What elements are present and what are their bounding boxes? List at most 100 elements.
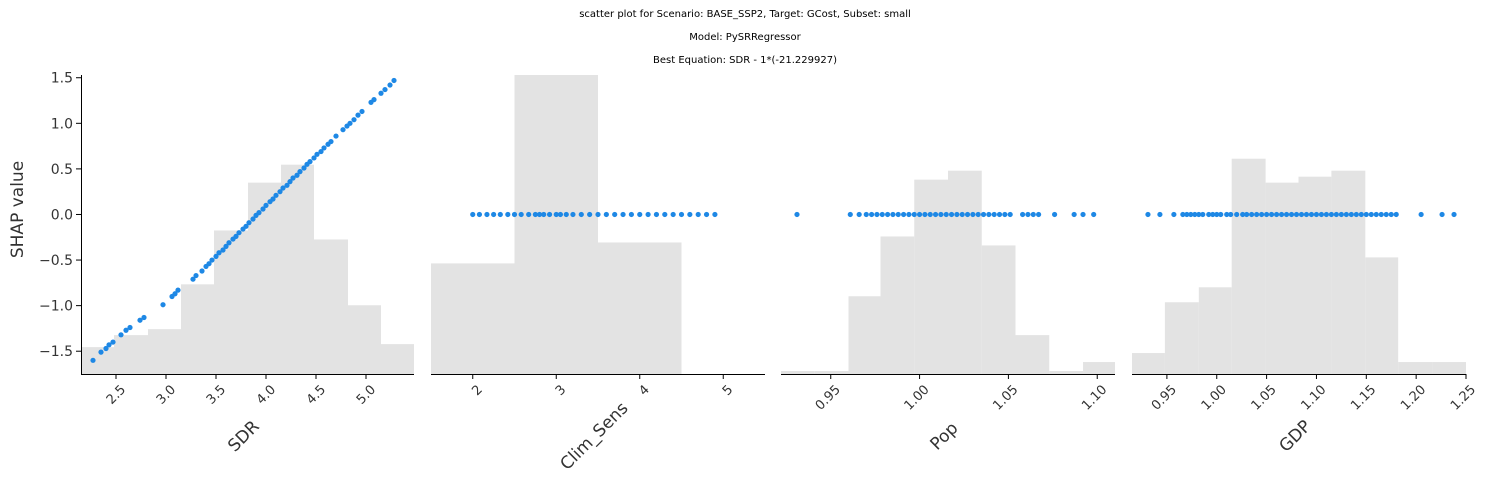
panel-1-scatter-point xyxy=(110,339,116,345)
panel-4-scatter-point xyxy=(1383,211,1389,218)
y-tick-label: −1.0 xyxy=(39,299,73,315)
panel-1-scatter-point xyxy=(387,82,393,88)
panel-3-x-axis-label: Pop xyxy=(926,418,962,454)
panel-4-scatter-point xyxy=(1313,211,1320,218)
panel-3-scatter-point xyxy=(991,211,997,218)
panel-1-scatter-point xyxy=(172,291,178,297)
panel-3-scatter-point xyxy=(975,211,981,218)
panel-4-scatter-point xyxy=(1200,211,1206,218)
panel-1-scatter-point xyxy=(213,253,219,260)
panel-1-scatter-point xyxy=(220,247,226,253)
panel-1-x-tick-label: 3.5 xyxy=(204,382,229,407)
panel-4-x-axis-label: GDP xyxy=(1275,416,1315,456)
panel-4-scatter-point xyxy=(1283,211,1290,218)
panel-3-scatter-point xyxy=(1002,211,1008,218)
panel-4-x-tick-label: 1.25 xyxy=(1448,382,1479,413)
panel-1-scatter-point xyxy=(333,133,339,139)
panel-2-scatter-point xyxy=(536,211,543,218)
panel-4-histogram-bar xyxy=(1298,176,1332,374)
panel-2-scatter-point xyxy=(587,211,593,218)
panel-2-scatter-point xyxy=(470,211,476,218)
panel-4-scatter-point xyxy=(1393,211,1399,218)
panel-4-scatter-point xyxy=(1298,211,1305,218)
panel-2-scatter-point xyxy=(653,211,660,218)
panel-1-scatter-point xyxy=(141,314,147,321)
panel-2-x-tick-label: 5 xyxy=(720,382,736,398)
panel-3-scatter-point xyxy=(932,211,939,218)
panel-1-scatter-point xyxy=(236,230,242,236)
panel-1-scatter-point xyxy=(209,257,215,263)
panel-4-x-tick-label: 1.15 xyxy=(1348,382,1379,413)
panel-3-histogram-bar xyxy=(880,236,915,374)
panel-3-scatter-point xyxy=(879,211,885,218)
panel-2-histogram-bar xyxy=(598,242,682,374)
panel-1-scatter-point xyxy=(206,261,212,267)
panel-3-scatter-point xyxy=(938,211,944,218)
panel-1-x-tick-label: 4.5 xyxy=(304,382,329,407)
panel-4-scatter-point xyxy=(1363,211,1369,218)
panel-2-scatter-point xyxy=(695,211,701,218)
y-tick-label: 0.5 xyxy=(51,162,73,178)
panel-1-scatter-point xyxy=(340,127,346,133)
panel-4-histogram-bar xyxy=(1398,362,1433,374)
panel-1-scatter-point xyxy=(260,206,266,212)
panel-1-scatter-point xyxy=(355,112,361,118)
panel-1-histogram-bar xyxy=(348,305,381,374)
panel-4-scatter-point xyxy=(1338,211,1344,218)
panel-4-scatter-point xyxy=(1196,211,1202,218)
panel-3-histogram-bar xyxy=(1015,335,1050,374)
panel-3-scatter-point xyxy=(1030,211,1036,218)
panel-3-scatter-point xyxy=(900,211,907,218)
panel-2-x-tick-label: 4 xyxy=(636,382,652,398)
y-axis-label: SHAP value xyxy=(8,161,28,258)
panel-2-scatter-point xyxy=(670,211,676,218)
panel-4-scatter-point xyxy=(1451,211,1457,218)
panel-3-histogram-bar xyxy=(981,245,1016,374)
panel-1-scatter-point xyxy=(359,108,365,115)
panel-1-histogram-bar xyxy=(314,239,348,374)
panel-3-scatter-point xyxy=(980,211,987,218)
panel-2-scatter-point xyxy=(511,211,518,218)
panel-4-scatter-point xyxy=(1224,211,1230,218)
panel-1-scatter-point xyxy=(90,357,96,363)
panel-4-scatter-point xyxy=(1293,211,1300,218)
y-tick-label: 0.0 xyxy=(51,207,73,223)
y-tick-label: 1.0 xyxy=(51,116,73,132)
panel-4-scatter-point xyxy=(1214,211,1220,218)
panel-1-scatter-point xyxy=(378,90,384,96)
panel-4-scatter-point xyxy=(1333,211,1339,218)
panel-3-scatter-point xyxy=(986,211,992,218)
panel-3-histogram-bar xyxy=(781,371,815,374)
panel-3-scatter-point xyxy=(895,211,901,218)
panel-4-scatter-point xyxy=(1234,211,1240,218)
panel-4-scatter-point xyxy=(1368,211,1374,218)
panel-1-scatter-point xyxy=(314,151,320,157)
panel-4-scatter-point xyxy=(1358,211,1364,218)
panel-4-histogram-bar xyxy=(1331,170,1366,374)
panel-3-scatter-point xyxy=(1051,211,1058,218)
panel-4-histogram-bar xyxy=(1132,353,1165,374)
panel-3-scatter-point xyxy=(948,211,955,218)
panel-3-x-tick-label: 1.10 xyxy=(1079,382,1110,413)
panel-4-scatter-point xyxy=(1188,211,1194,218)
panel-1-histogram-bar xyxy=(181,284,214,374)
panel-1-scatter-point xyxy=(277,189,283,195)
panel-3-scatter-point xyxy=(927,211,933,218)
panel-3-scatter-point xyxy=(1025,211,1031,218)
panel-3-histogram-bar xyxy=(814,371,849,374)
panel-4-scatter-point xyxy=(1418,211,1424,218)
panel-2-scatter-point xyxy=(563,211,569,218)
panel-4-scatter-point xyxy=(1228,211,1234,218)
panel-4-scatter-point xyxy=(1180,211,1186,218)
panel-1-scatter-point xyxy=(301,165,307,171)
panel-2-histogram-bar xyxy=(514,75,598,374)
panel-2-scatter-point xyxy=(497,211,503,218)
panel-3-scatter-point xyxy=(884,211,891,218)
panel-1-scatter-point xyxy=(226,240,232,246)
panel-1-scatter-point xyxy=(190,276,196,282)
panel-4-histogram-bar xyxy=(1365,257,1399,374)
panel-4-scatter-point xyxy=(1171,211,1177,218)
panel-3-scatter-point xyxy=(890,211,896,218)
panel-4-scatter-point xyxy=(1249,211,1255,218)
panel-4-scatter-point xyxy=(1343,211,1349,218)
